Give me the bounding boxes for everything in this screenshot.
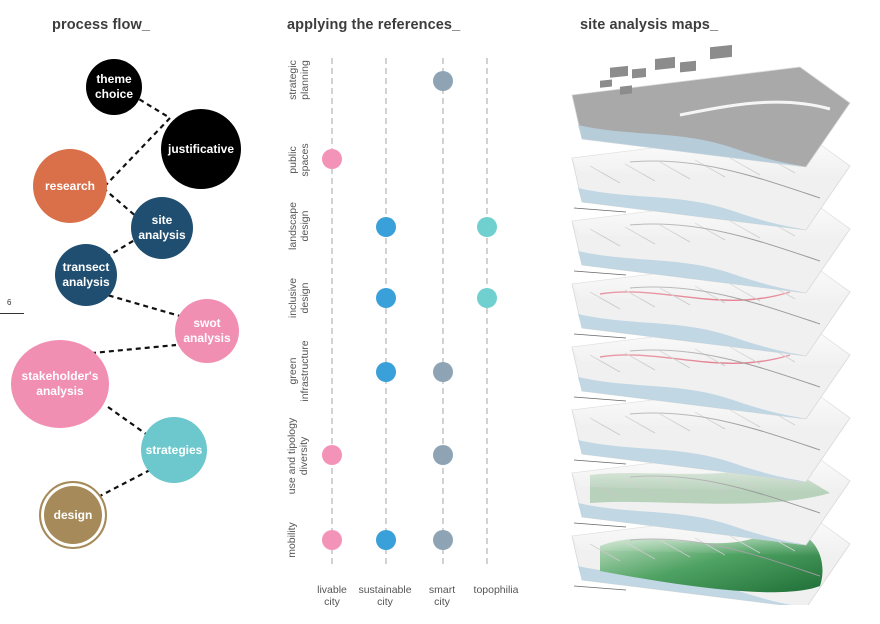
matrix-dot <box>322 445 342 465</box>
site-maps-heading: site analysis maps_ <box>580 17 719 33</box>
references-heading: applying the references_ <box>287 17 461 33</box>
strategies-node: strategies <box>141 417 207 483</box>
matrix-dot <box>322 149 342 169</box>
research-node: research <box>33 149 107 223</box>
matrix-dot <box>433 445 453 465</box>
matrix-dot <box>376 217 396 237</box>
row-label-inclusive-design: inclusive design <box>287 277 311 319</box>
matrix-dot <box>376 530 396 550</box>
references-matrix <box>322 58 497 564</box>
column-label-sustainable-city: sustainable city <box>358 584 412 608</box>
matrix-dot <box>433 530 453 550</box>
justificative-node: justificative <box>161 109 241 189</box>
page-number-rule <box>0 313 24 314</box>
map-layer <box>571 45 851 168</box>
site-analysis-node: site analysis <box>131 197 193 259</box>
matrix-dot <box>322 530 342 550</box>
matrix-dot <box>433 71 453 91</box>
theme-choice-node: theme choice <box>86 59 142 115</box>
transect-analysis-node: transect analysis <box>55 244 117 306</box>
row-label-landscape-design: landscape design <box>287 202 311 250</box>
design-node: design <box>39 481 107 549</box>
site-analysis-map-stack <box>571 45 851 605</box>
stakeholders-analysis-node: stakeholder's analysis <box>11 340 109 428</box>
row-label-strategic-planning: strategic planning <box>287 60 311 100</box>
process-flow-connectors <box>81 89 181 498</box>
row-label-public-spaces: public spaces <box>287 143 311 177</box>
matrix-dot <box>376 288 396 308</box>
process-flow-heading: process flow_ <box>52 17 150 33</box>
row-label-use-tipology-diversity: use and tipology diversity <box>286 417 310 495</box>
swot-analysis-node: swot analysis <box>175 299 239 363</box>
matrix-dot <box>376 362 396 382</box>
matrix-dot <box>433 362 453 382</box>
matrix-dot <box>477 217 497 237</box>
page-number: 6 <box>7 298 12 307</box>
matrix-dot <box>477 288 497 308</box>
row-label-green-infrastructure: green infrastructure <box>287 340 311 402</box>
column-label-smart-city: smart city <box>428 584 456 608</box>
column-label-livable-city: livable city <box>317 584 347 608</box>
column-label-topophilia: topophilia <box>473 584 519 596</box>
row-label-mobility: mobility <box>286 522 298 558</box>
